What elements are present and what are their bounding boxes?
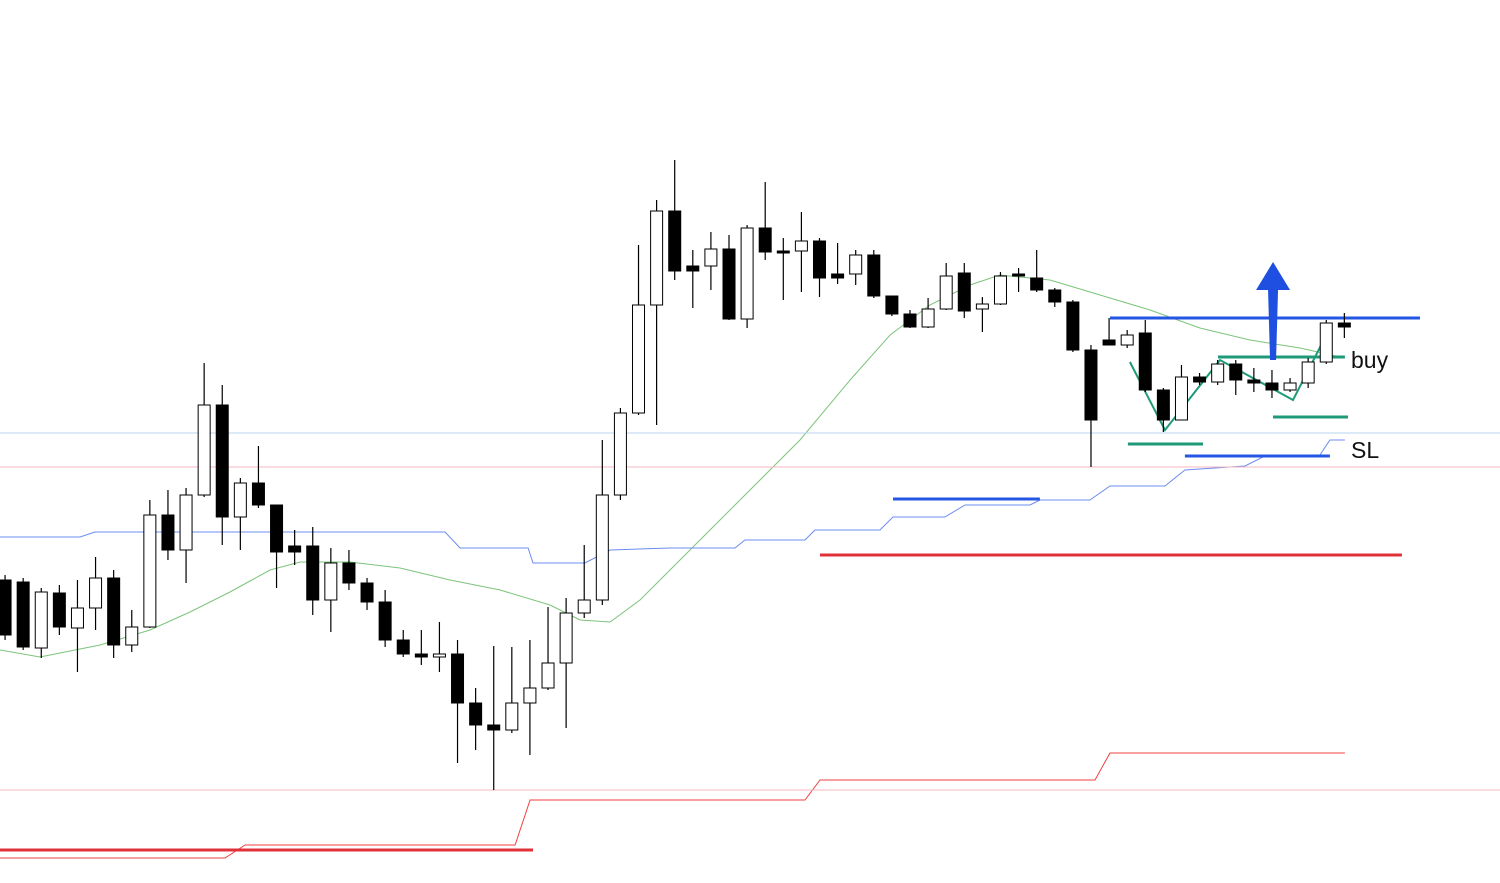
candle-body [632,304,646,414]
candle-body [541,662,555,689]
candle-body [1048,289,1062,303]
buy-label: buy [1351,347,1389,373]
candles [0,160,1351,790]
candle-body [143,514,157,628]
candle-body [70,607,84,629]
candle-body [722,248,736,320]
candle-body [867,254,881,297]
candle-body [686,265,700,272]
candle-body [1283,382,1297,391]
candle-body [1193,376,1207,383]
candle-body [396,639,410,655]
candle-body [939,275,953,310]
candle-body [469,702,483,726]
candle-body [1247,379,1261,384]
candle-body [1229,363,1243,381]
candle-body [668,210,682,272]
sl-label: SL [1351,437,1379,463]
candle-body [451,653,465,704]
candle-body [1337,322,1351,328]
candle-body [1012,273,1026,277]
candle-body [613,412,627,496]
candle-body [1156,389,1170,421]
candle-body [360,582,374,603]
candle-body [758,227,772,253]
candle-body [270,504,284,553]
candle-body [1211,363,1225,383]
candle-body [107,577,121,646]
up-arrow [1256,262,1291,360]
candle-body [776,250,790,254]
candle-body [921,308,935,328]
candle-body [523,687,537,704]
candle-body [885,295,899,315]
candle-body [52,592,66,628]
candle-body [1138,332,1152,391]
candle-body [559,612,573,664]
candle-body [1030,277,1044,291]
overlay-line [0,439,1345,564]
candle-body [831,273,845,279]
candle-body [1102,339,1116,346]
candle-body [1174,376,1188,421]
candle-body [740,227,754,320]
candle-body [704,248,718,267]
candle-body [324,562,338,601]
candle-body [577,599,591,614]
candle-body [0,579,12,636]
overlay-lines [0,274,1500,859]
candle-body [993,275,1007,305]
candle-body [812,240,826,279]
candle-body [161,514,175,551]
candle-body [849,254,863,275]
candle-body [378,601,392,641]
candle-body [288,545,302,553]
candle-body [306,545,320,601]
candle-body [1120,334,1134,346]
candle-body [957,272,971,312]
candle-body [16,581,30,648]
candle-body [125,626,139,646]
candle-body [487,724,501,731]
candle-body [342,562,356,584]
candle-body [89,577,103,609]
candle-body [179,494,193,551]
overlay-line [0,752,1345,859]
candle-body [903,313,917,328]
candle-body [432,653,446,658]
candle-body [1301,361,1315,384]
candle-body [414,653,428,658]
candle-body [794,240,808,252]
candle-body [1265,382,1279,391]
candle-body [251,482,265,506]
candle-body [197,404,211,496]
candle-body [650,210,664,306]
candle-body [34,591,48,649]
candle-body [1319,322,1333,363]
overlay-line [0,274,1341,658]
candle-body [233,482,247,518]
candle-body [1084,349,1098,421]
candle-body [215,404,229,518]
candle-body [975,303,989,310]
arrow-group [1256,262,1291,360]
candle-body [505,702,519,731]
candle-body [595,494,609,601]
candle-body [1066,301,1080,351]
